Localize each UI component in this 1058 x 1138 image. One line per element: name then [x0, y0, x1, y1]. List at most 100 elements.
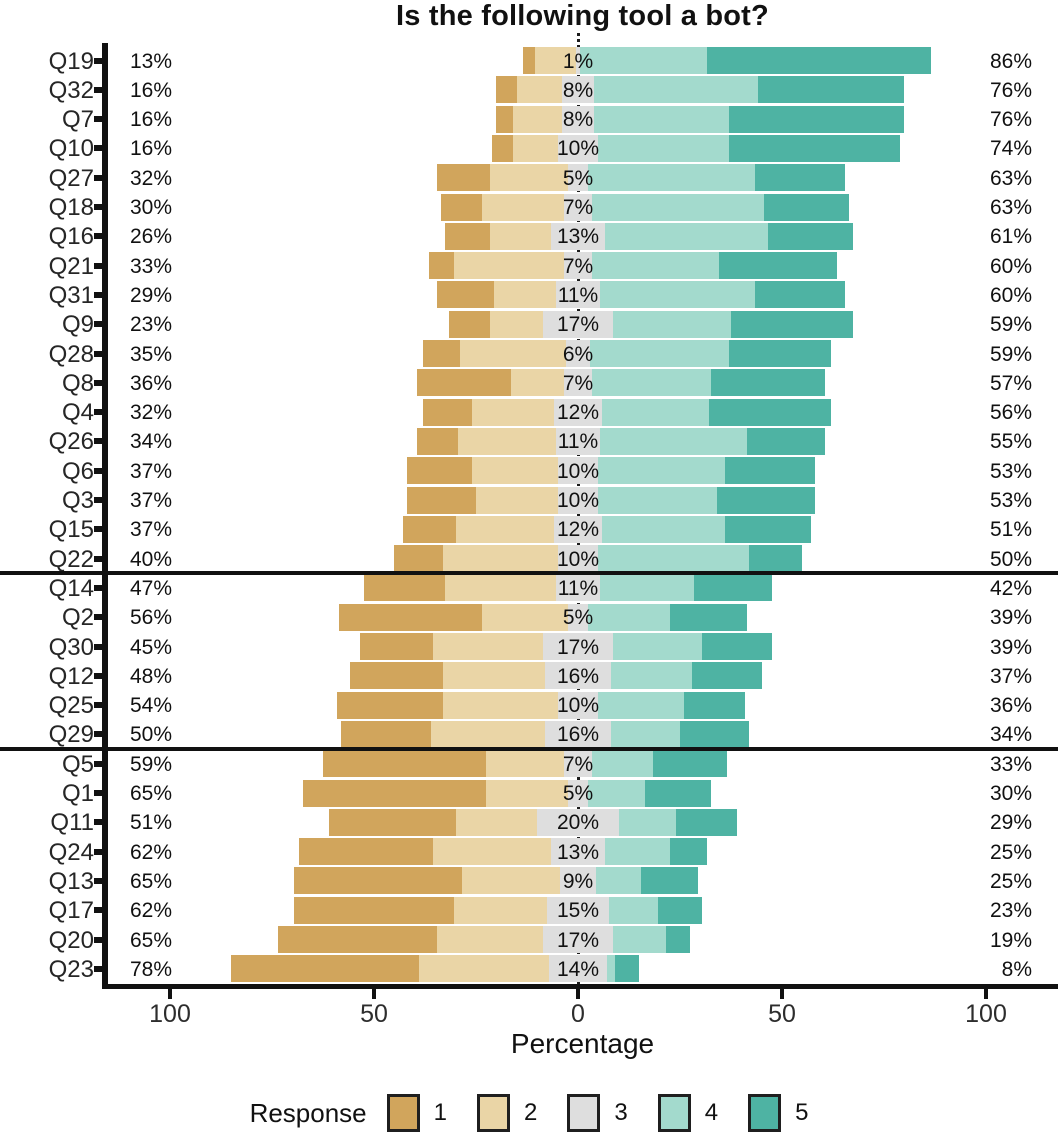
bar-row [0, 779, 1058, 807]
bar-segment-5 [657, 896, 703, 924]
bar-segment-3 [557, 486, 599, 514]
right-percent-label: 53% [989, 489, 1032, 512]
bar-segment-4 [598, 457, 725, 485]
y-tick [94, 145, 103, 152]
bar-segment-5 [665, 926, 691, 953]
right-percent-label: 56% [989, 401, 1032, 425]
q-label: Q21 [48, 252, 94, 280]
plot-area: Q19 13% 1% 86% Q32 16% 8% 76% Q7 16% 8% 76% Q10 16% 10… [0, 33, 1058, 1028]
y-tick [94, 877, 103, 884]
bar-segment-4 [588, 164, 756, 192]
center-percent-label: 5% [562, 782, 594, 805]
right-percent-label: 39% [989, 606, 1032, 630]
center-percent-label: 8% [562, 108, 594, 132]
bar-row [0, 164, 1058, 192]
bar-segment-4 [592, 193, 764, 221]
q-label: Q8 [61, 369, 94, 397]
center-percent-label: 10% [556, 137, 600, 161]
bar-segment-3 [565, 340, 591, 367]
left-percent-label: 56% [130, 606, 173, 630]
bar-row [0, 47, 1058, 74]
bar-segment-2 [486, 750, 564, 778]
bar-segment-5 [694, 574, 772, 602]
x-tick-label: 50 [360, 1000, 388, 1028]
center-percent-label: 16% [556, 664, 600, 688]
bar-segment-1 [422, 340, 460, 367]
bar-segment-5 [680, 720, 750, 748]
left-percent-label: 37% [130, 459, 173, 483]
bar-segment-3 [567, 779, 589, 807]
y-tick [94, 790, 103, 796]
bar-segment-1 [437, 164, 491, 192]
center-percent-label: 7% [562, 254, 594, 278]
bar-segment-1 [445, 222, 491, 250]
bar-segment-2 [453, 896, 548, 924]
bar-segment-3 [563, 750, 593, 778]
left-percent-label: 33% [130, 254, 173, 278]
center-percent-label: 11% [557, 283, 599, 307]
bar-segment-4 [588, 779, 646, 807]
bar-row [0, 369, 1058, 397]
left-percent-label: 65% [130, 782, 173, 805]
bar-row [0, 691, 1058, 719]
y-tick [94, 614, 103, 621]
bar-segment-1 [349, 662, 444, 690]
y-tick [94, 174, 103, 181]
bar-segment-3 [551, 222, 605, 250]
bar-segment-5 [702, 633, 772, 660]
left-percent-label: 13% [130, 49, 173, 73]
center-percent-label: 6% [562, 342, 594, 366]
bar-segment-4 [600, 427, 748, 455]
right-percent-label: 76% [989, 108, 1032, 132]
y-tick [94, 57, 103, 64]
left-percent-label: 62% [130, 840, 173, 864]
bar-segment-3 [555, 427, 601, 455]
q-label: Q4 [61, 399, 94, 427]
legend-swatch-2 [477, 1094, 510, 1132]
legend-swatch-4 [657, 1094, 691, 1132]
right-percent-label: 34% [989, 723, 1032, 747]
y-tick [94, 497, 103, 503]
bar-segment-5 [708, 398, 831, 426]
bar-row [0, 720, 1058, 748]
center-percent-label: 20% [556, 811, 600, 835]
x-tick [372, 989, 376, 999]
right-percent-label: 30% [989, 782, 1032, 805]
right-percent-label: 76% [989, 78, 1032, 102]
bar-segment-3 [543, 310, 613, 338]
right-percent-label: 86% [989, 49, 1032, 73]
bar-segment-5 [692, 662, 762, 690]
bar-row [0, 662, 1058, 690]
left-percent-label: 40% [130, 547, 173, 571]
left-percent-label: 47% [130, 576, 173, 600]
y-tick [94, 379, 103, 386]
bar-segment-5 [669, 838, 707, 866]
y-tick [94, 702, 103, 709]
center-percent-label: 15% [556, 899, 600, 923]
bar-segment-5 [684, 691, 746, 719]
q-label: Q24 [48, 838, 94, 866]
center-percent-label: 5% [562, 166, 594, 190]
right-percent-label: 25% [989, 869, 1032, 893]
x-tick-label: 100 [965, 1000, 1007, 1028]
center-percent-label: 12% [556, 518, 600, 542]
bar-segment-4 [602, 398, 709, 426]
center-percent-label: 5% [562, 606, 594, 630]
left-percent-label: 36% [130, 371, 173, 395]
y-axis-line [102, 43, 108, 989]
bar-segment-2 [433, 838, 552, 866]
right-percent-label: 55% [989, 430, 1032, 454]
left-percent-label: 16% [130, 137, 173, 161]
q-label: Q26 [48, 428, 94, 456]
q-label: Q16 [48, 223, 94, 251]
q-label: Q23 [48, 955, 94, 983]
bar-segment-2 [476, 486, 558, 514]
y-tick [94, 965, 103, 972]
legend-item-4: 4 [657, 1094, 718, 1132]
q-label: Q30 [48, 633, 94, 661]
center-percent-label: 7% [562, 371, 594, 395]
center-percent-label: 11% [557, 576, 599, 600]
right-percent-label: 42% [989, 576, 1032, 600]
bar-segment-2 [443, 691, 558, 719]
x-axis-title: Percentage [510, 1028, 655, 1059]
